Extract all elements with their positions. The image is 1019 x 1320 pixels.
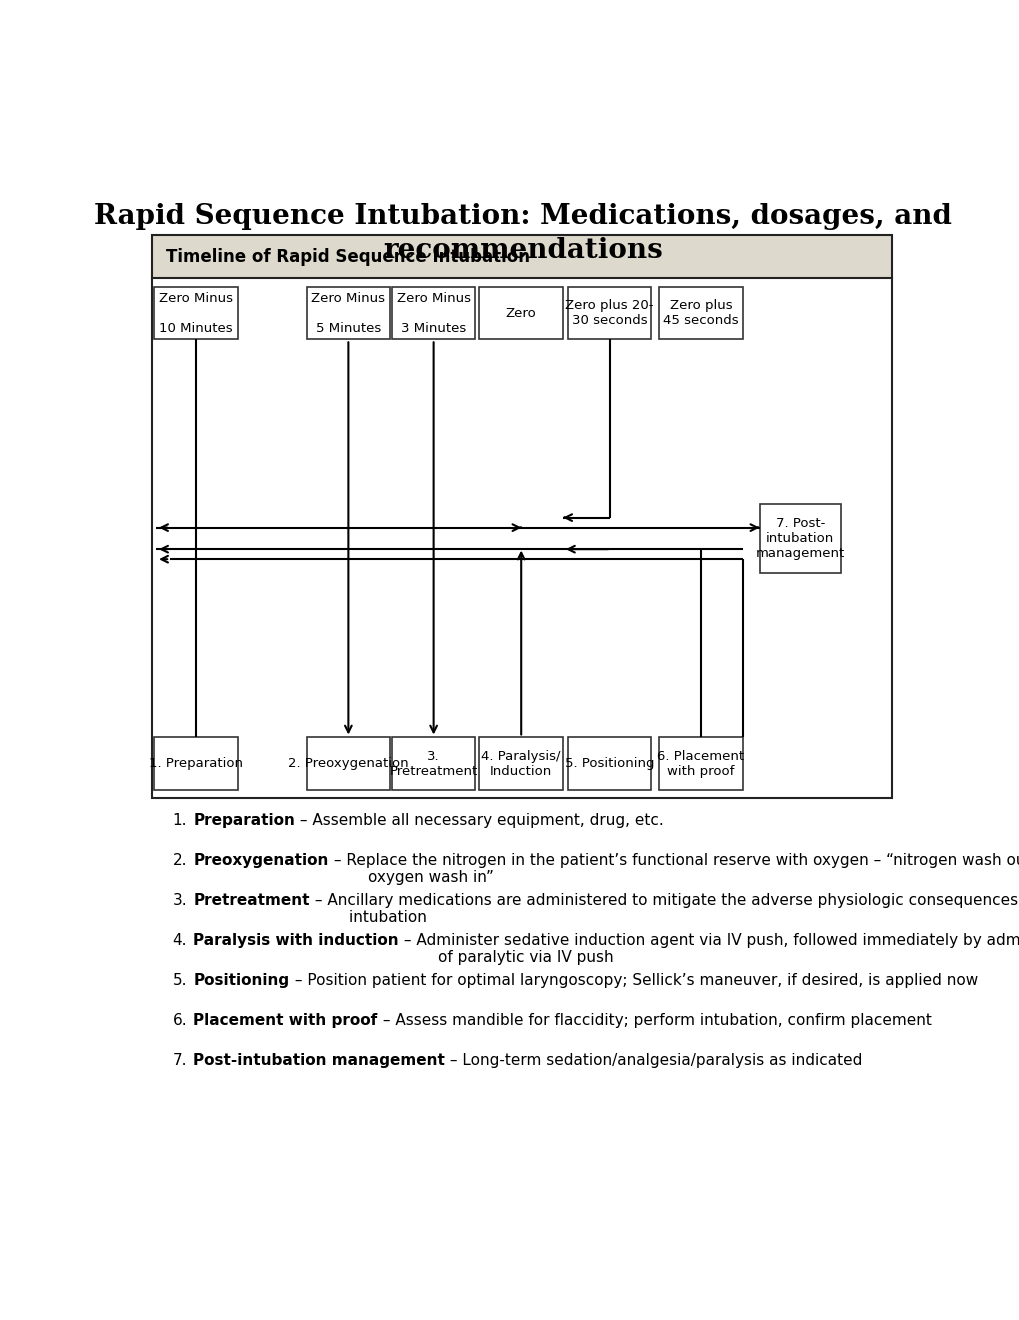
Text: Pretreatment: Pretreatment bbox=[194, 894, 310, 908]
Text: Zero plus 20-
30 seconds: Zero plus 20- 30 seconds bbox=[565, 300, 653, 327]
Text: 2. Preoxygenation: 2. Preoxygenation bbox=[287, 758, 409, 770]
Text: Zero plus
45 seconds: Zero plus 45 seconds bbox=[662, 300, 738, 327]
Text: – Position patient for optimal laryngoscopy; Sellick’s maneuver, if desired, is : – Position patient for optimal laryngosc… bbox=[289, 973, 977, 989]
Text: 2.: 2. bbox=[172, 853, 187, 869]
Bar bbox=[152, 235, 892, 277]
Text: Zero Minus

3 Minutes: Zero Minus 3 Minutes bbox=[396, 292, 470, 335]
Bar bbox=[307, 286, 390, 339]
Text: Timeline of Rapid Sequence Intubation: Timeline of Rapid Sequence Intubation bbox=[166, 248, 530, 265]
Text: Preoxygenation: Preoxygenation bbox=[194, 853, 328, 869]
Text: recommendations: recommendations bbox=[382, 238, 662, 264]
Bar bbox=[479, 286, 562, 339]
Text: 6.: 6. bbox=[172, 1014, 187, 1028]
Text: 1. Preparation: 1. Preparation bbox=[149, 758, 243, 770]
Text: – Administer sedative induction agent via IV push, followed immediately by admin: – Administer sedative induction agent vi… bbox=[398, 933, 1019, 965]
Bar bbox=[152, 235, 892, 797]
Text: 7. Post-
intubation
management: 7. Post- intubation management bbox=[755, 517, 844, 560]
Text: Paralysis with induction: Paralysis with induction bbox=[194, 933, 398, 948]
Bar bbox=[152, 277, 892, 797]
Text: – Assess mandible for flaccidity; perform intubation, confirm placement: – Assess mandible for flaccidity; perfor… bbox=[377, 1014, 930, 1028]
Text: 4.: 4. bbox=[172, 933, 187, 948]
Text: Zero Minus

10 Minutes: Zero Minus 10 Minutes bbox=[159, 292, 232, 335]
Text: Preparation: Preparation bbox=[194, 813, 294, 828]
Text: – Long-term sedation/analgesia/paralysis as indicated: – Long-term sedation/analgesia/paralysis… bbox=[445, 1053, 862, 1068]
Bar bbox=[568, 286, 651, 339]
Bar bbox=[154, 286, 237, 339]
Text: – Replace the nitrogen in the patient’s functional reserve with oxygen – “nitrog: – Replace the nitrogen in the patient’s … bbox=[328, 853, 1019, 886]
Text: Placement with proof: Placement with proof bbox=[194, 1014, 377, 1028]
Text: Positioning: Positioning bbox=[194, 973, 289, 989]
Bar bbox=[759, 504, 840, 573]
Text: – Ancillary medications are administered to mitigate the adverse physiologic con: – Ancillary medications are administered… bbox=[310, 894, 1019, 925]
Text: 1.: 1. bbox=[172, 813, 187, 828]
Bar bbox=[479, 738, 562, 789]
Bar bbox=[658, 286, 742, 339]
Text: Rapid Sequence Intubation: Medications, dosages, and: Rapid Sequence Intubation: Medications, … bbox=[94, 203, 951, 230]
Text: – Assemble all necessary equipment, drug, etc.: – Assemble all necessary equipment, drug… bbox=[294, 813, 663, 828]
Text: Zero Minus

5 Minutes: Zero Minus 5 Minutes bbox=[311, 292, 385, 335]
Text: 5. Positioning: 5. Positioning bbox=[565, 758, 653, 770]
Bar bbox=[658, 738, 742, 789]
Text: 4. Paralysis/
Induction: 4. Paralysis/ Induction bbox=[481, 750, 560, 777]
Text: Zero: Zero bbox=[505, 306, 536, 319]
Text: 3.
Pretreatment: 3. Pretreatment bbox=[389, 750, 477, 777]
Bar bbox=[154, 738, 237, 789]
Text: 6. Placement
with proof: 6. Placement with proof bbox=[657, 750, 744, 777]
Bar bbox=[307, 738, 390, 789]
Bar bbox=[391, 738, 475, 789]
Text: Post-intubation management: Post-intubation management bbox=[194, 1053, 445, 1068]
Bar bbox=[568, 738, 651, 789]
Text: 5.: 5. bbox=[172, 973, 187, 989]
Bar bbox=[391, 286, 475, 339]
Text: 7.: 7. bbox=[172, 1053, 187, 1068]
Text: 3.: 3. bbox=[172, 894, 187, 908]
